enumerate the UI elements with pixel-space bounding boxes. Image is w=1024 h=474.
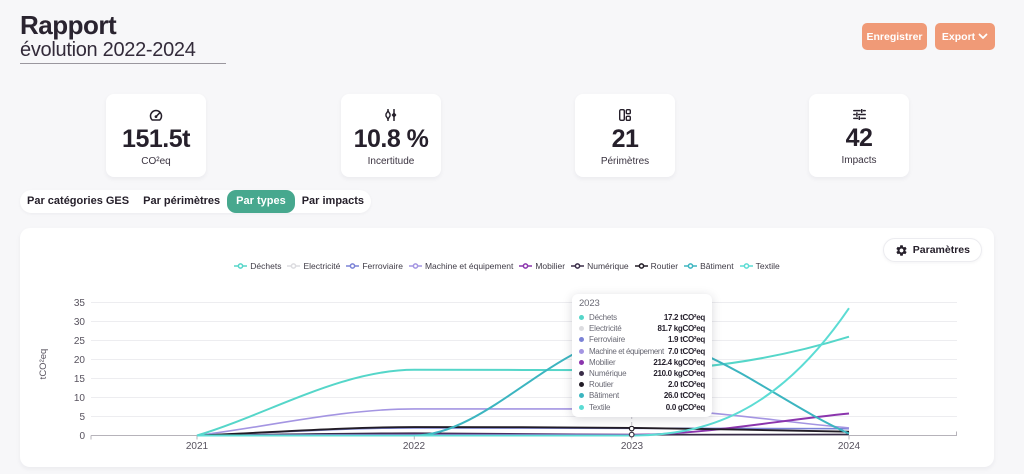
svg-text:25: 25 [74,336,86,347]
svg-text:30: 30 [74,317,86,328]
svg-text:20: 20 [74,355,86,366]
svg-text:2021: 2021 [186,441,209,452]
svg-text:35: 35 [74,298,86,309]
svg-text:2023: 2023 [621,441,644,452]
svg-text:15: 15 [74,374,86,385]
svg-text:2024: 2024 [838,441,861,452]
svg-text:10: 10 [74,393,86,404]
svg-text:5: 5 [79,412,85,423]
svg-text:2022: 2022 [403,441,426,452]
svg-text:tCO²eq: tCO²eq [38,349,49,380]
svg-text:0: 0 [79,431,85,442]
